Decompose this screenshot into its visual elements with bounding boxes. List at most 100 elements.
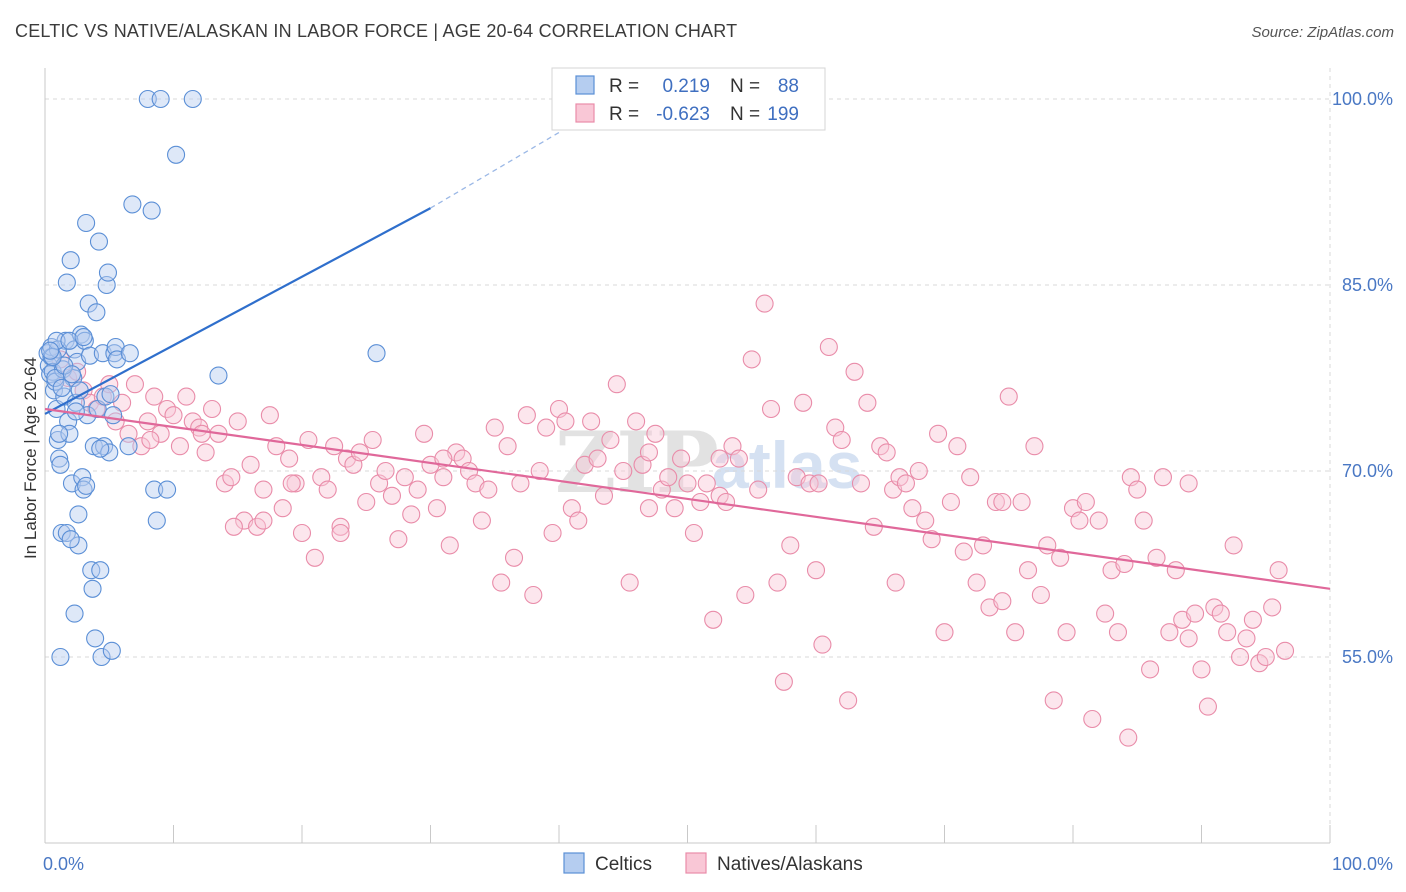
native-point [742, 350, 761, 369]
native-point [537, 418, 556, 437]
native-point [224, 517, 243, 536]
native-point [363, 430, 382, 450]
celtic-point [86, 629, 105, 648]
native-point [241, 455, 260, 474]
chart-title: CELTIC VS NATIVE/ALASKAN IN LABOR FORCE … [15, 21, 738, 41]
native-point [164, 406, 183, 425]
native-point [1160, 623, 1179, 642]
native-point [132, 437, 151, 456]
natives-r-value: -0.623 [656, 104, 710, 125]
native-point [1153, 468, 1172, 487]
native-point [929, 424, 948, 443]
native-point [280, 449, 299, 468]
native-point [809, 474, 828, 493]
native-point [1256, 647, 1275, 667]
native-point [196, 443, 215, 462]
native-point [961, 468, 980, 487]
native-point [954, 542, 973, 561]
celtic-point [89, 232, 109, 251]
native-point [1083, 709, 1102, 729]
celtic-point [52, 523, 71, 543]
natives-n-label: N = [730, 104, 760, 125]
celtic-point [51, 455, 70, 474]
native-point [530, 461, 549, 481]
native-point [851, 474, 871, 493]
native-point [389, 530, 408, 549]
natives-legend-swatch [575, 103, 595, 123]
native-point [192, 424, 211, 443]
native-point [627, 412, 646, 431]
celtic-point [60, 331, 79, 350]
native-point [273, 499, 292, 518]
celtic-point [62, 365, 82, 384]
native-point [993, 592, 1012, 611]
celtic-point [91, 561, 110, 580]
native-point [935, 623, 954, 642]
native-point [781, 536, 800, 555]
trend-lines [44, 131, 1331, 590]
native-point [774, 672, 793, 691]
native-point [119, 424, 138, 443]
native-point [941, 492, 960, 512]
celtic-point [77, 476, 96, 495]
native-point [1224, 536, 1243, 555]
celtic-point [101, 385, 120, 404]
native-point [639, 443, 659, 462]
celtic-point [74, 328, 93, 347]
celtic-point [83, 579, 102, 598]
celtics-r-value: 0.219 [662, 76, 710, 97]
native-point [716, 492, 736, 512]
native-point [1231, 647, 1250, 667]
native-point [141, 430, 160, 450]
celtic-point [87, 303, 106, 322]
native-point [1179, 474, 1198, 493]
x-tick-label-min: 0.0% [43, 854, 84, 874]
native-point [1025, 437, 1044, 456]
native-point [305, 548, 324, 567]
native-point [582, 412, 601, 431]
celtic-point [69, 505, 88, 524]
celtic-point [151, 89, 170, 109]
native-point [813, 635, 832, 654]
y-axis-label: In Labor Force | Age 20-64 [21, 357, 40, 559]
celtic-point [61, 530, 80, 549]
native-point [254, 511, 273, 530]
native-point [729, 449, 748, 468]
celtic-point [65, 604, 84, 623]
native-point [806, 561, 826, 580]
axes [44, 68, 1331, 844]
celtic-point [102, 641, 121, 660]
native-point [1051, 548, 1070, 567]
celtic-point [91, 439, 110, 458]
native-point [415, 424, 434, 443]
celtics-n-value: 88 [778, 76, 799, 97]
native-point [170, 437, 189, 456]
native-point [434, 468, 453, 487]
native-point [282, 474, 301, 493]
native-point [999, 387, 1018, 406]
celtic-point [62, 474, 82, 493]
native-point [427, 499, 446, 518]
native-point [620, 573, 639, 592]
native-point [678, 474, 697, 493]
celtic-point [41, 341, 60, 360]
natives-n-value: 199 [767, 104, 799, 125]
native-point [1115, 554, 1134, 574]
celtic-point [209, 366, 228, 385]
native-point [286, 474, 305, 493]
celtic-point [367, 344, 386, 363]
native-point [896, 474, 916, 493]
celtics-r-label: R = [609, 76, 639, 97]
native-point [517, 406, 536, 425]
celtic-point [167, 145, 186, 164]
native-point [1070, 511, 1089, 530]
native-point [903, 499, 922, 518]
native-point [948, 437, 967, 456]
stats-legend: R = 0.219 N = 88 R = -0.623 N = 199 [551, 67, 826, 131]
celtic-point [96, 387, 115, 406]
native-point [877, 443, 896, 462]
native-point [376, 461, 395, 481]
native-point [138, 412, 157, 431]
native-point [916, 511, 935, 530]
